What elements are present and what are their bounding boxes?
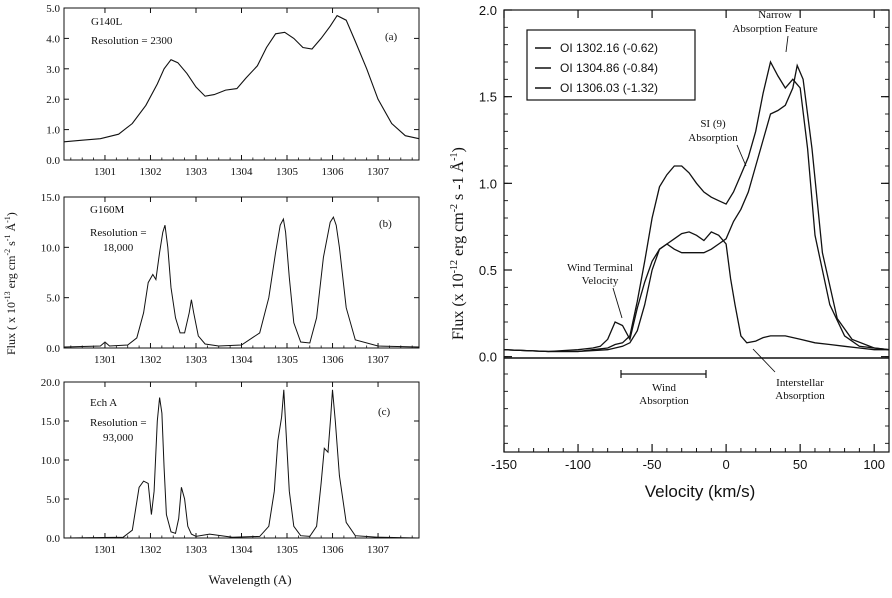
right-x-tick-label-3: 0 (722, 457, 729, 472)
legend-entry-2: OI 1304.86 (-0.84) (560, 61, 658, 75)
panel-a: 1301 1302 1303 1304 1305 1306 1307 0.0 1.0 2.0 3.0… (46, 3, 420, 178)
panel-c-annotation-resolution: Resolution = (90, 417, 147, 429)
y-tick-label-0-2: 2.0 (46, 94, 60, 106)
x-tick-label-1-1: 1302 (139, 354, 161, 366)
panel-a-annotation-resolution: Resolution = 2300 (91, 35, 173, 47)
y-tick-label-1-3: 15.0 (41, 192, 61, 204)
x-tick-label-0-2: 1303 (185, 166, 208, 178)
panel-velocity-ticks: -150 -100 -50 0 50 100 0.0 0.5 1.0 1.5 2.0 (479, 3, 889, 472)
panel-a-line (63, 14, 420, 143)
right-y-tick-label-3: 1.5 (479, 90, 497, 105)
panel-b-line (63, 215, 420, 348)
y-tick-label-0-3: 3.0 (46, 64, 60, 76)
x-tick-label-2-6: 1307 (367, 544, 390, 556)
x-tick-label-1-0: 1301 (94, 354, 116, 366)
panel-c: 1301 1302 1303 1304 1305 1306 1307 0.0 5.0 10.0 15… (41, 377, 420, 556)
right-y-tick-label-1: 0.5 (479, 263, 497, 278)
y-tick-label-2-3: 15.0 (41, 416, 61, 428)
panel-c-label: (c) (378, 406, 391, 418)
y-tick-label-1-1: 5.0 (46, 293, 60, 305)
panel-c-annotation-instrument: Ech A (90, 397, 117, 409)
annotation-wind-terminal-2: Velocity (582, 275, 619, 287)
panel-a-label: (a) (385, 31, 398, 43)
legend: OI 1302.16 (-0.62) OI 1304.86 (-0.84) OI… (526, 29, 696, 101)
legend-entry-3: OI 1306.03 (-1.32) (560, 81, 658, 95)
annotation-si-pointer (736, 144, 747, 167)
panel-b-frame (63, 196, 420, 349)
right-y-axis-label: Flux (x 10-12 erg cm-2 s -1 Å-1) (449, 147, 467, 340)
x-tick-label-1-2: 1303 (185, 354, 208, 366)
y-tick-label-2-2: 10.0 (41, 455, 61, 467)
annotation-si-1: SI (9) (700, 118, 726, 130)
panel-b: 1301 1302 1303 1304 1305 1306 1307 0.0 5.0 10.0 15… (41, 192, 420, 366)
panel-a-ticks: 1301 1302 1303 1304 1305 1306 1307 0.0 1.0 2.0 3.0… (46, 3, 419, 178)
right-x-tick-label-4: 50 (793, 457, 807, 472)
x-tick-label-0-1: 1302 (139, 166, 161, 178)
annotation-si-2: Absorption (688, 132, 738, 144)
annotation-wind-2: Absorption (639, 395, 689, 407)
annotation-interstellar-1: Interstellar (776, 377, 824, 389)
annotation-narrow-1: Narrow (758, 9, 792, 21)
y-tick-label-0-0: 0.0 (46, 155, 60, 167)
annotation-wind-1: Wind (652, 382, 676, 394)
panel-c-ticks: 1301 1302 1303 1304 1305 1306 1307 0.0 5.0 10.0 15… (41, 377, 419, 556)
x-tick-label-0-3: 1304 (231, 166, 254, 178)
legend-entry-1: OI 1302.16 (-0.62) (560, 41, 658, 55)
panel-b-annotation-instrument: G160M (90, 204, 124, 216)
legend-box (526, 29, 696, 101)
right-x-tick-label-5: 100 (863, 457, 885, 472)
annotation-wind-terminal-1: Wind Terminal (567, 262, 633, 274)
x-tick-label-1-4: 1305 (276, 354, 299, 366)
annotation-wind-terminal-pointer (612, 287, 623, 319)
x-tick-label-0-5: 1306 (322, 166, 345, 178)
x-tick-label-1-3: 1304 (231, 354, 254, 366)
y-tick-label-2-4: 20.0 (41, 377, 61, 389)
series-line-2 (503, 60, 890, 353)
panel-b-annotation-value: 18,000 (103, 242, 134, 254)
panel-c-frame (63, 381, 420, 539)
x-tick-label-2-0: 1301 (94, 544, 116, 556)
panel-a-annotation-instrument: G140L (91, 16, 122, 28)
panel-b-label: (b) (379, 218, 392, 230)
panel-velocity: -150 -100 -50 0 50 100 0.0 0.5 1.0 1.5 2.0 OI 1302… (479, 3, 890, 472)
series-line-3 (503, 63, 890, 353)
y-tick-label-0-5: 5.0 (46, 3, 60, 15)
x-tick-label-0-4: 1305 (276, 166, 299, 178)
right-y-tick-label-4: 2.0 (479, 3, 497, 18)
x-tick-label-2-2: 1303 (185, 544, 208, 556)
annotation-interstellar-pointer (752, 348, 776, 373)
left-x-axis-label: Wavelength (A) (208, 572, 291, 587)
series-line-1 (503, 231, 889, 353)
annotation-interstellar-2: Absorption (775, 390, 825, 402)
x-tick-label-2-3: 1304 (231, 544, 254, 556)
right-x-tick-label-2: -50 (643, 457, 662, 472)
left-y-axis-label: Flux ( x 10-13 erg cm-2 s-1 Å-1) (3, 212, 18, 355)
panel-velocity-lines (503, 60, 890, 353)
y-tick-label-1-0: 0.0 (46, 343, 60, 355)
annotation-narrow-2: Absorption Feature (732, 23, 817, 35)
right-x-tick-label-0: -150 (491, 457, 517, 472)
right-x-tick-label-1: -100 (565, 457, 591, 472)
y-tick-label-0-1: 1.0 (46, 125, 60, 137)
panel-c-annotation-value: 93,000 (103, 432, 134, 444)
y-tick-label-1-2: 10.0 (41, 242, 61, 254)
panel-b-ticks: 1301 1302 1303 1304 1305 1306 1307 0.0 5.0 10.0 15… (41, 192, 419, 366)
x-tick-label-2-5: 1306 (322, 544, 345, 556)
right-x-axis-label: Velocity (km/s) (645, 482, 756, 501)
x-tick-label-2-4: 1305 (276, 544, 299, 556)
x-tick-label-1-6: 1307 (367, 354, 390, 366)
x-tick-label-0-6: 1307 (367, 166, 390, 178)
panel-b-annotation-resolution: Resolution = (90, 227, 147, 239)
right-y-tick-label-2: 1.0 (479, 176, 497, 191)
right-y-tick-label-0: 0.0 (479, 350, 497, 365)
y-tick-label-2-1: 5.0 (46, 494, 60, 506)
panel-c-line (63, 389, 420, 539)
x-tick-label-1-5: 1306 (322, 354, 345, 366)
y-tick-label-0-4: 4.0 (46, 33, 60, 45)
x-tick-label-2-1: 1302 (139, 544, 161, 556)
y-tick-label-2-0: 0.0 (46, 533, 60, 545)
annotation-narrow-pointer (785, 35, 789, 53)
x-tick-label-0-0: 1301 (94, 166, 116, 178)
